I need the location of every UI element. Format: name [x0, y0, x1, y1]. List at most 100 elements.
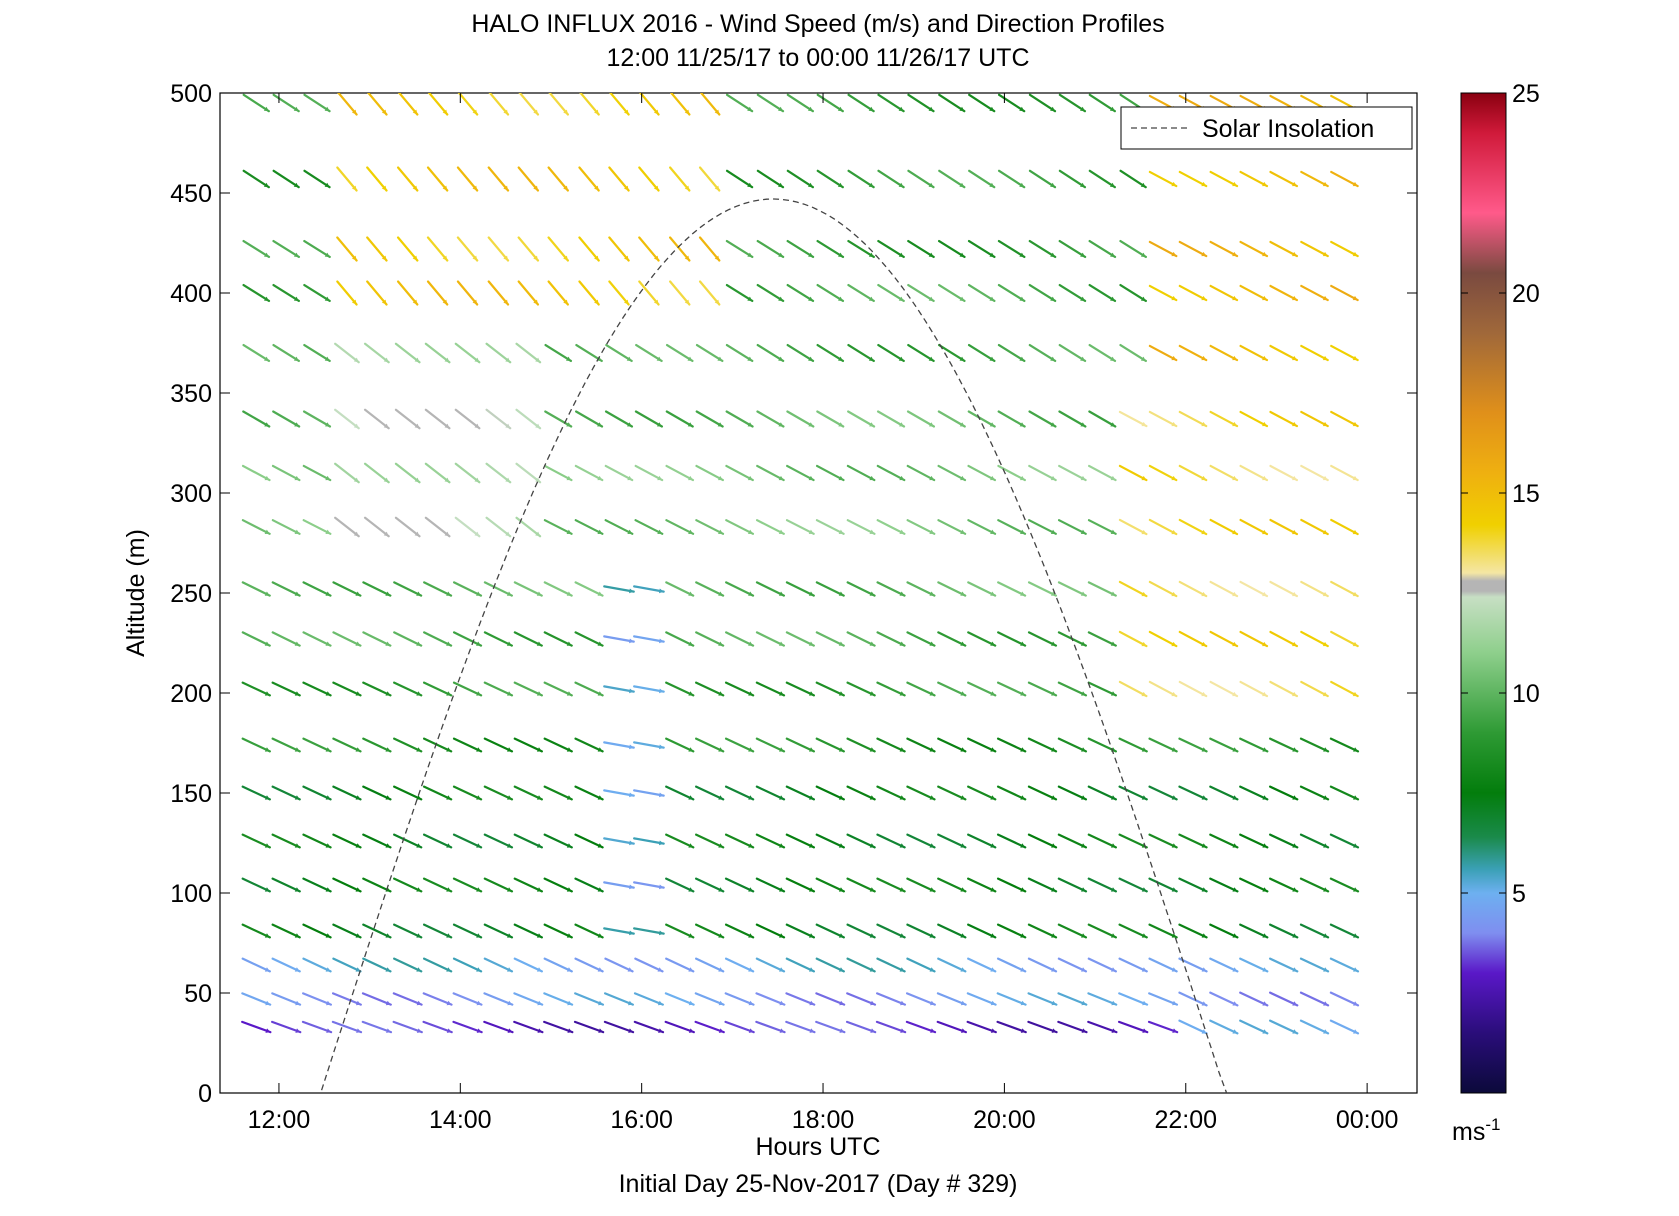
wind-arrow-head: [808, 591, 814, 596]
wind-arrow: [846, 737, 876, 753]
wind-arrow: [362, 785, 392, 801]
wind-arrow: [1028, 239, 1057, 259]
wind-arrow-head: [1110, 529, 1116, 534]
wind-arrow-head: [1142, 1000, 1148, 1006]
wind-arrow: [1269, 284, 1299, 302]
wind-arrow: [303, 93, 331, 113]
wind-arrow: [877, 169, 905, 189]
wind-arrow: [1088, 343, 1117, 363]
wind-arrow: [815, 581, 845, 597]
wind-arrow: [332, 631, 362, 647]
wind-arrow-head: [1232, 181, 1238, 187]
wind-arrow: [907, 239, 935, 259]
wind-arrow: [1058, 464, 1087, 482]
wind-arrow: [846, 957, 876, 973]
wind-arrow: [1118, 785, 1148, 801]
wind-arrow: [426, 280, 449, 306]
wind-arrow-head: [869, 591, 875, 596]
wind-arrow-head: [838, 933, 844, 938]
wind-arrow: [513, 992, 544, 1006]
wind-arrow: [332, 923, 362, 939]
wind-arrow-head: [623, 299, 629, 305]
wind-arrow-head: [293, 252, 299, 257]
wind-arrow: [1178, 344, 1208, 362]
wind-arrow: [1269, 957, 1299, 973]
wind-arrow: [1028, 464, 1057, 482]
wind-arrow-head: [1080, 591, 1086, 596]
wind-arrow-head: [989, 475, 995, 481]
wind-arrow-head: [626, 422, 632, 427]
wind-arrow: [367, 93, 388, 116]
wind-arrow-head: [355, 795, 361, 800]
wind-arrow: [1057, 681, 1088, 697]
wind-arrow: [1148, 877, 1178, 893]
wind-arrow: [937, 239, 966, 259]
wind-arrow-head: [1352, 295, 1358, 301]
wind-arrow-head: [838, 296, 844, 301]
wind-arrow-head: [381, 299, 387, 305]
wind-arrow: [1087, 957, 1118, 973]
wind-arrow-head: [536, 933, 542, 938]
wind-arrow-head: [899, 529, 905, 534]
wind-arrow-head: [476, 691, 482, 696]
wind-arrow: [876, 957, 906, 973]
wind-arrow-head: [324, 252, 330, 257]
wind-arrow: [725, 93, 754, 113]
wind-arrow: [1178, 464, 1208, 482]
wind-arrow-head: [294, 967, 300, 972]
wind-arrow-head: [629, 688, 634, 694]
wind-arrow-head: [598, 1028, 604, 1033]
wind-arrow-head: [1171, 843, 1177, 848]
wind-arrow: [633, 837, 665, 845]
wind-arrow-head: [533, 109, 538, 115]
wind-arrow: [876, 992, 907, 1006]
wind-arrow: [1330, 580, 1359, 598]
wind-arrow: [392, 1020, 423, 1034]
wind-arrow-head: [869, 475, 875, 481]
wind-arrow: [694, 833, 725, 849]
wind-arrow: [1058, 239, 1087, 259]
wind-arrow-head: [1291, 475, 1297, 481]
wind-arrow-head: [869, 843, 875, 848]
wind-arrow-head: [990, 933, 996, 938]
wind-arrow: [1269, 464, 1299, 482]
wind-arrow: [665, 519, 695, 535]
wind-arrow: [302, 519, 332, 535]
wind-arrow-head: [416, 933, 422, 938]
wind-arrow-head: [929, 641, 935, 646]
wind-arrow: [997, 169, 1026, 189]
wind-arrow: [271, 923, 301, 939]
wind-arrow-head: [295, 1028, 301, 1033]
wind-arrow: [698, 236, 721, 262]
wind-arrow-head: [1171, 251, 1177, 257]
wind-arrow-head: [656, 422, 662, 427]
wind-arrow-head: [1110, 591, 1116, 596]
wind-arrow-head: [1111, 1000, 1117, 1006]
wind-arrow: [906, 957, 936, 973]
wind-arrow: [906, 681, 936, 697]
wind-arrow-head: [899, 691, 905, 696]
wind-arrow: [1058, 169, 1087, 189]
wind-arrow: [968, 169, 996, 189]
wind-arrow-head: [566, 475, 572, 481]
wind-arrow: [1088, 239, 1117, 259]
wind-arrow: [1148, 680, 1178, 698]
wind-arrow-head: [325, 591, 331, 596]
wind-arrow-head: [563, 255, 568, 261]
wind-arrow-head: [837, 106, 843, 112]
wind-arrow-head: [1292, 747, 1298, 752]
wind-arrow: [698, 166, 721, 192]
wind-arrow-head: [1322, 355, 1328, 361]
wind-arrow-head: [684, 299, 690, 305]
wind-arrow: [1178, 410, 1208, 428]
wind-arrow-head: [412, 185, 418, 191]
wind-arrow-head: [355, 691, 361, 696]
wind-arrow-head: [929, 887, 935, 892]
wind-arrow-head: [718, 933, 724, 938]
wind-arrow: [876, 681, 906, 697]
wind-arrow: [1239, 957, 1269, 973]
wind-arrow: [937, 957, 967, 973]
colorbar-tick-label: 5: [1512, 880, 1526, 908]
wind-arrow-head: [1051, 747, 1057, 752]
wind-arrow-head: [385, 795, 391, 800]
